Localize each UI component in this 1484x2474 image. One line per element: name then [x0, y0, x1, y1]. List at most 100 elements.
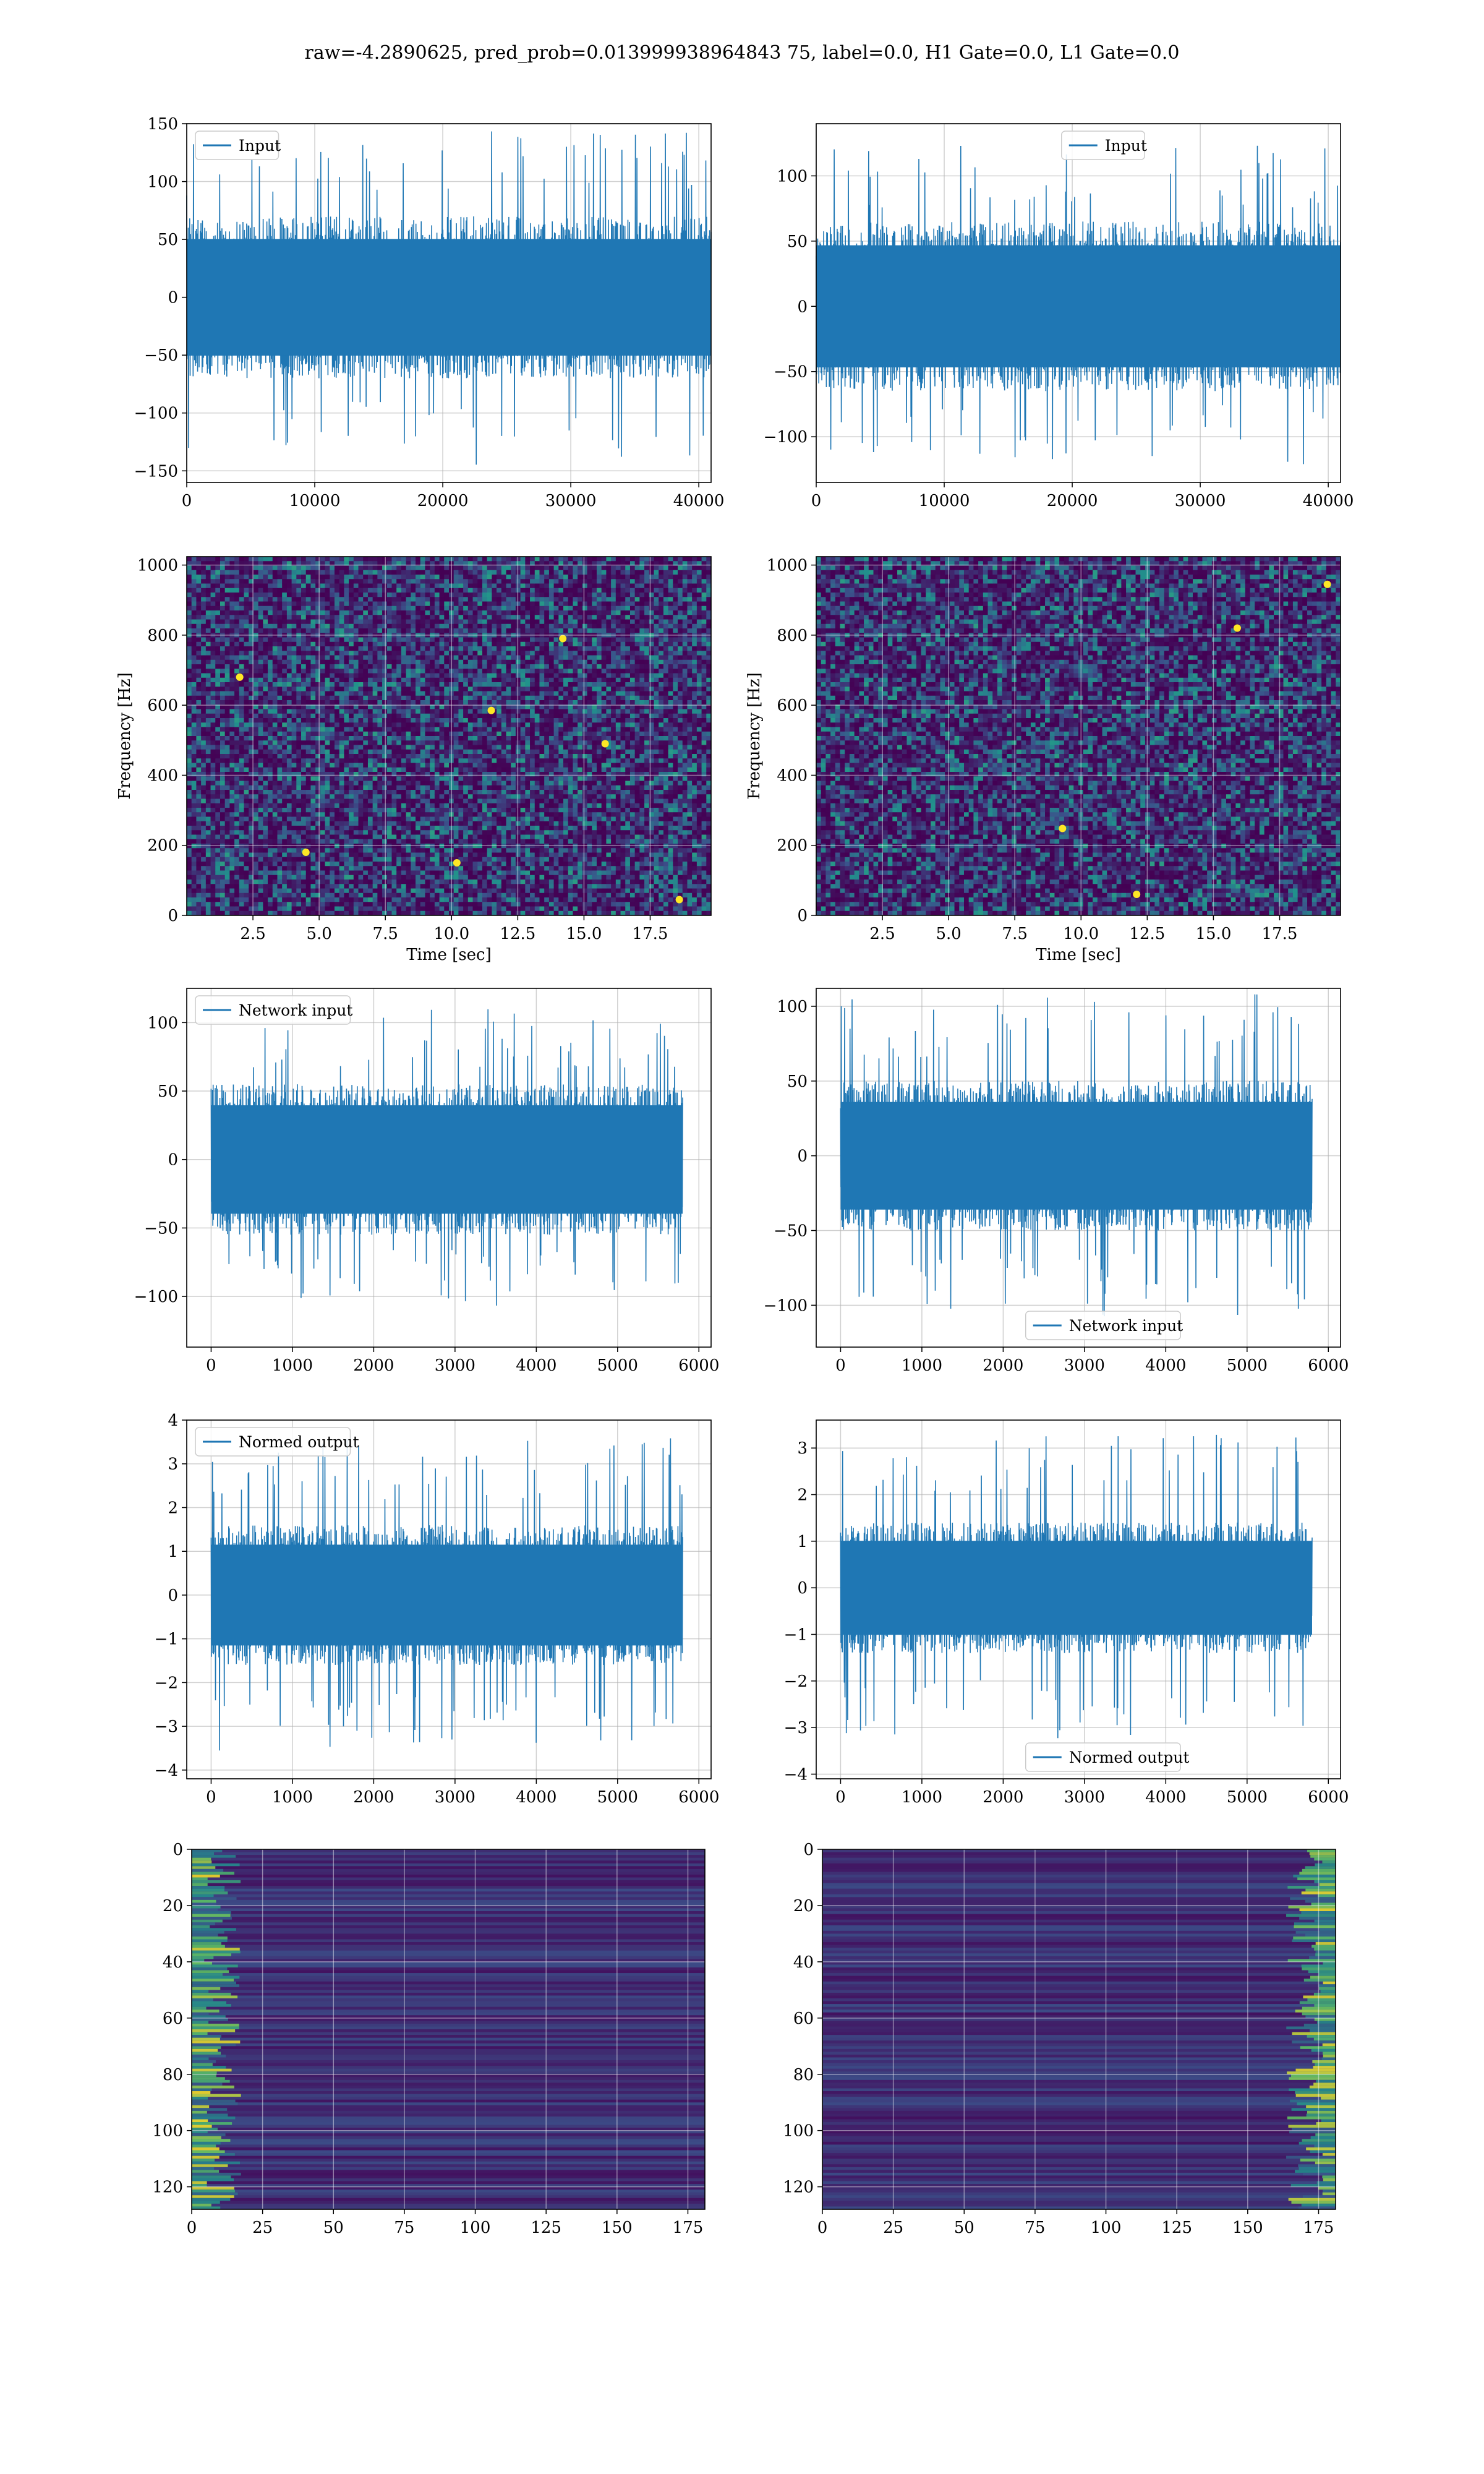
heatmap-cell [320, 745, 325, 750]
heatmap-cell [249, 772, 254, 777]
heatmap-cell [444, 902, 450, 907]
heatmap-cell [191, 695, 197, 701]
heatmap-cell [353, 888, 359, 894]
heatmap-cell [411, 834, 416, 840]
heatmap-cell [253, 682, 259, 687]
heatmap-cell [296, 754, 302, 759]
heatmap-cell [467, 857, 473, 862]
heatmap-cell [363, 892, 369, 898]
heatmap-cell [363, 848, 369, 853]
heatmap-cell [463, 651, 469, 656]
heatmap-cell [268, 659, 273, 665]
heatmap-cell [449, 862, 454, 867]
heatmap-cell [187, 619, 192, 625]
heatmap-cell [434, 570, 440, 575]
heatmap-cell [191, 641, 197, 647]
heatmap-cell [372, 745, 378, 750]
heatmap-cell [196, 763, 202, 768]
heatmap-cell [286, 597, 292, 602]
heatmap-cell [325, 781, 330, 786]
heatmap-cell [386, 794, 392, 799]
heatmap-cell [258, 763, 263, 768]
heatmap-cell [416, 610, 421, 615]
heatmap-cell [411, 785, 416, 790]
heatmap-cell [320, 740, 325, 745]
heatmap-cell [239, 781, 244, 786]
heatmap-cell [444, 557, 450, 562]
heatmap-cell [229, 646, 235, 651]
heatmap-cell [396, 646, 402, 651]
heatmap-cell [344, 659, 349, 665]
heatmap-cell [263, 870, 268, 876]
heatmap-cell [191, 700, 197, 705]
heatmap-cell [453, 902, 459, 907]
heatmap-cell [344, 619, 349, 625]
heatmap-cell [234, 588, 240, 593]
heatmap-cell [472, 575, 478, 580]
heatmap-cell [458, 875, 464, 880]
heatmap-cell [330, 852, 335, 858]
heatmap-cell [372, 772, 378, 777]
heatmap-cell [325, 758, 330, 763]
heatmap-cell [272, 628, 278, 633]
heatmap-cell [277, 812, 283, 817]
heatmap-cell [187, 897, 192, 902]
heatmap-cell [391, 754, 397, 759]
heatmap-cell [253, 754, 259, 759]
heatmap-cell [416, 880, 421, 884]
heatmap-cell [229, 880, 235, 884]
heatmap-cell [372, 695, 378, 701]
heatmap-cell [425, 677, 430, 683]
heatmap-cell [401, 655, 407, 661]
heatmap-cell [349, 834, 354, 840]
heatmap-cell [391, 722, 397, 727]
heatmap-cell [272, 776, 278, 781]
heatmap-cell [420, 651, 425, 656]
heatmap-cell [268, 758, 273, 763]
heatmap-cell [315, 740, 321, 745]
heatmap-cell [463, 727, 469, 732]
heatmap-cell [215, 700, 221, 705]
heatmap-cell [434, 772, 440, 777]
heatmap-cell [296, 906, 302, 912]
heatmap-cell [291, 561, 297, 566]
heatmap-cell [434, 884, 440, 889]
heatmap-cell [325, 852, 330, 858]
heatmap-cell [463, 659, 469, 665]
heatmap-cell [315, 687, 321, 691]
heatmap-cell [358, 754, 364, 759]
heatmap-cell [358, 906, 364, 912]
heatmap-cell [367, 615, 373, 620]
heatmap-cell [386, 875, 392, 880]
heatmap-cell [305, 601, 311, 607]
heatmap-cell [268, 754, 273, 759]
heatmap-cell [344, 812, 349, 817]
heatmap-cell [253, 758, 259, 763]
heatmap-cell [372, 727, 378, 732]
heatmap-cell [320, 727, 325, 732]
heatmap-cell [463, 830, 469, 835]
heatmap-cell [372, 633, 378, 638]
heatmap-cell [234, 790, 240, 795]
heatmap-cell [467, 758, 473, 763]
heatmap-cell [416, 565, 421, 571]
heatmap-cell [372, 736, 378, 741]
heatmap-cell [310, 575, 316, 580]
heatmap-cell [282, 749, 288, 755]
heatmap-cell [401, 722, 407, 727]
heatmap-cell [229, 781, 235, 786]
heatmap-cell [325, 687, 330, 691]
heatmap-cell [320, 785, 325, 790]
heatmap-cell [372, 601, 378, 607]
heatmap-cell [430, 561, 435, 566]
heatmap-cell [191, 897, 197, 902]
heatmap-cell [339, 570, 344, 575]
heatmap-cell [272, 839, 278, 844]
heatmap-cell [263, 709, 268, 714]
heatmap-cell [439, 816, 445, 822]
heatmap-cell [401, 790, 407, 795]
heatmap-cell [334, 888, 340, 894]
heatmap-cell [224, 880, 230, 884]
heatmap-cell [253, 740, 259, 745]
heatmap-cell [406, 812, 411, 817]
